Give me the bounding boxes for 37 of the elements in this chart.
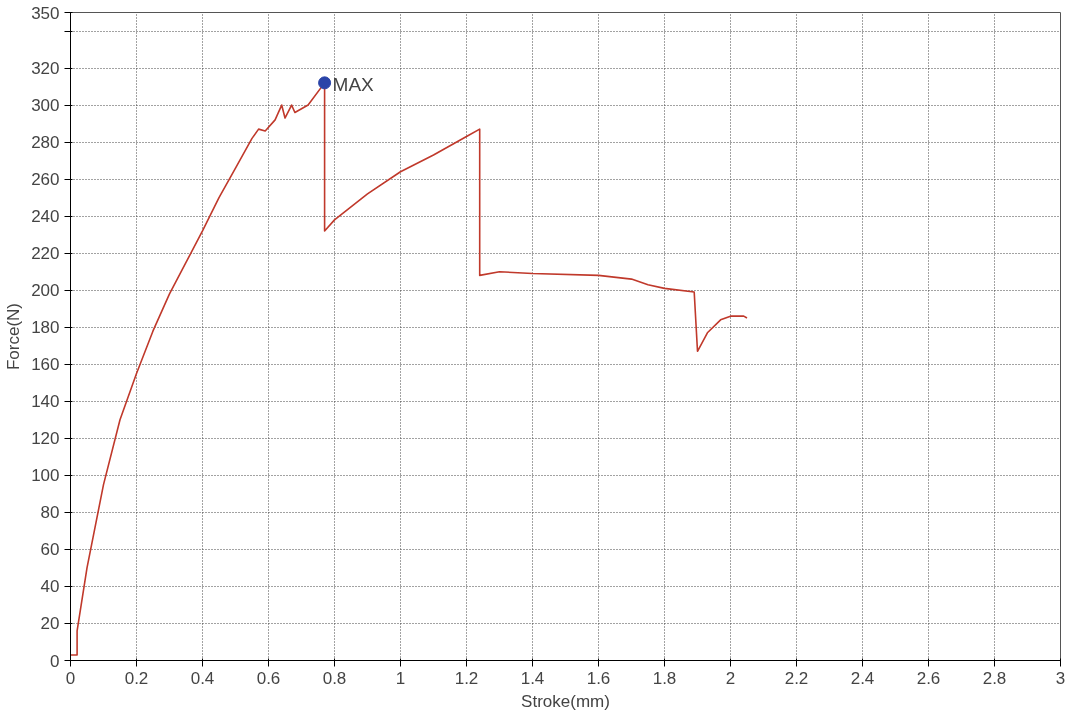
y-tick-label: 260 xyxy=(31,170,60,190)
y-tick-label: 40 xyxy=(40,577,60,597)
y-axis-title: Force(N) xyxy=(4,302,24,371)
y-tick-label: 220 xyxy=(31,244,60,264)
y-tick-label: 120 xyxy=(31,429,60,449)
x-tick-label: 1.4 xyxy=(520,668,545,688)
x-tick-label: 1.6 xyxy=(586,668,611,688)
x-tick-label: 0.6 xyxy=(256,668,281,688)
x-tick-label: 2.4 xyxy=(850,668,875,688)
annotation: MAX xyxy=(332,74,375,96)
y-tick-label: 100 xyxy=(31,466,60,486)
y-tick-label: 200 xyxy=(31,281,60,301)
y-tick-label: 320 xyxy=(31,59,60,79)
x-tick-label: 2.2 xyxy=(784,668,809,688)
y-tick-label: 180 xyxy=(31,318,60,338)
x-tick-label: 0 xyxy=(65,668,76,688)
y-tick-label: 280 xyxy=(31,133,60,153)
x-tick-label: 2.8 xyxy=(982,668,1007,688)
y-tick-label: 80 xyxy=(40,503,60,523)
x-tick-label: 1.8 xyxy=(652,668,677,688)
y-tick-label: 0 xyxy=(50,651,60,671)
y-tick-label: 160 xyxy=(31,355,60,375)
x-tick-label: 1.2 xyxy=(454,668,479,688)
y-tick-label: 60 xyxy=(40,540,60,560)
y-tick-label: 300 xyxy=(31,96,60,116)
y-tick-label: 350 xyxy=(31,3,60,23)
y-tick-label: 140 xyxy=(31,392,60,412)
y-tick-label: 20 xyxy=(40,614,60,634)
x-tick-label: 0.4 xyxy=(190,668,215,688)
x-axis-title: Stroke(mm) xyxy=(521,691,610,711)
x-tick-label: 3 xyxy=(1055,668,1066,688)
x-tick-label: 2 xyxy=(725,668,736,688)
x-tick-label: 0.2 xyxy=(124,668,149,688)
y-tick-label: 240 xyxy=(31,207,60,227)
x-tick-label: 0.8 xyxy=(322,668,347,688)
x-tick-label: 2.6 xyxy=(916,668,941,688)
x-tick-label: 1 xyxy=(395,668,406,688)
